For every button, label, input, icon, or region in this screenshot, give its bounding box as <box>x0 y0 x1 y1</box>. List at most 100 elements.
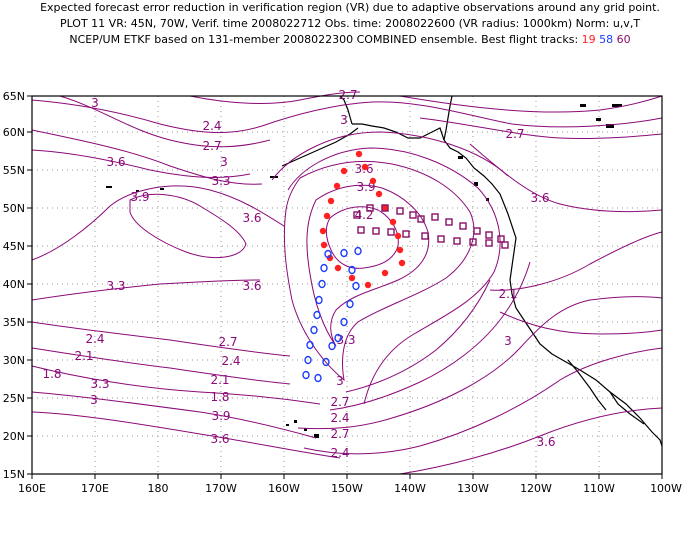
contour-label-group: 3 2.7 2.4 2.7 3.6 3 3.3 3.9 3.6 3.3 3.6 … <box>42 88 555 460</box>
contour-label: 3 <box>220 155 228 169</box>
contour-3.6-left <box>31 185 285 261</box>
header-line-3-text: NCEP/UM ETKF based on 131-member 2008022… <box>69 33 582 46</box>
contour-label: 3.6 <box>242 211 261 225</box>
contour-label: 2.4 <box>330 411 349 425</box>
x-tick-label: 170E <box>81 482 109 495</box>
x-axis-labels: 160E 170E 180 170W 160W 150W 140W 130W 1… <box>18 482 682 495</box>
x-tick-label: 160E <box>18 482 46 495</box>
contours <box>31 91 663 475</box>
contour-label: 3.6 <box>530 191 549 205</box>
contour-label: 3 <box>340 113 348 127</box>
canada-inner-coast <box>443 95 453 141</box>
x-tick-label: 150W <box>331 482 363 495</box>
x-tick-label: 180 <box>148 482 169 495</box>
contour-label: 3.9 <box>211 409 230 423</box>
contour-2.4-north <box>59 95 271 148</box>
contour-3.3-left <box>31 279 261 301</box>
contour-1.8-left <box>31 411 341 459</box>
contour-3.9-loop <box>129 193 247 258</box>
x-tick-label: 140W <box>394 482 426 495</box>
contour-3.6-center <box>283 160 475 382</box>
north-america-coast <box>352 123 663 447</box>
x-tick-label: 130W <box>457 482 489 495</box>
contour-2.7-south <box>297 296 663 430</box>
header-line-3: NCEP/UM ETKF based on 131-member 2008022… <box>0 32 700 48</box>
track-label-blue: 58 <box>599 33 614 46</box>
flight-track-red <box>319 150 406 289</box>
contour-label: 3.6 <box>210 432 229 446</box>
contour-label: 2.7 <box>330 427 349 441</box>
contour-label: 3.3 <box>106 279 125 293</box>
contour-2.7-east-mid <box>489 231 663 291</box>
y-tick-label: 25N <box>3 392 25 405</box>
y-tick-label: 40N <box>3 278 25 291</box>
mexico-coast <box>609 391 645 425</box>
contour-label: 2.1 <box>74 349 93 363</box>
contour-3.3-west <box>31 129 263 185</box>
contour-label: 3 <box>336 374 344 388</box>
contour-label: 3.6 <box>536 435 555 449</box>
contour-label: 2.4 <box>85 332 104 346</box>
contour-3-left <box>31 321 291 357</box>
contour-3.6-west <box>31 149 251 178</box>
y-tick-label: 55N <box>3 164 25 177</box>
contour-2.1-left <box>31 391 317 439</box>
contour-3.9-center <box>306 184 430 347</box>
contour-label: 3 <box>91 96 99 110</box>
x-tick-label: 170W <box>205 482 237 495</box>
contour-label: 4.2 <box>354 208 373 222</box>
y-tick-label: 45N <box>3 240 25 253</box>
contour-3-east <box>469 143 663 213</box>
contour-label: 3.3 <box>211 174 230 188</box>
contour-2.1-south <box>399 407 663 475</box>
contour-label: 2.4 <box>202 119 221 133</box>
contour-3-center <box>271 131 509 181</box>
contour-label: 3.6 <box>242 279 261 293</box>
contour-label: 3.3 <box>90 377 109 391</box>
contour-label: 3.9 <box>356 180 375 194</box>
y-axis-labels: 65N 60N 55N 50N 45N 40N 35N 30N 25N 20N … <box>3 90 25 481</box>
contour-label: 2.4 <box>330 446 349 460</box>
contour-2.7-east <box>419 117 663 140</box>
contour-3.3-center <box>287 147 501 405</box>
contour-label: 1.8 <box>210 390 229 404</box>
contour-label: 2.7 <box>218 335 237 349</box>
x-tick-label: 160W <box>268 482 300 495</box>
y-tick-label: 35N <box>3 316 25 329</box>
y-tick-label: 15N <box>3 468 25 481</box>
header-line-2: PLOT 11 VR: 45N, 70W, Verif. time 200802… <box>59 17 641 30</box>
flight-track-purple <box>353 204 509 249</box>
contour-3.3-south <box>345 279 491 393</box>
header-line-1: Expected forecast error reduction in ver… <box>40 1 660 14</box>
contour-label: 2.7 <box>338 88 357 102</box>
plot-header: Expected forecast error reduction in ver… <box>0 0 700 48</box>
y-tick-label: 20N <box>3 430 25 443</box>
contour-label: 2.7 <box>202 139 221 153</box>
contour-2.7-north <box>189 91 361 104</box>
contour-label: 3.6 <box>106 155 125 169</box>
grid-lines <box>32 96 662 474</box>
y-tick-label: 60N <box>3 126 25 139</box>
contour-label: 2.1 <box>498 287 517 301</box>
contour-3-south <box>329 261 531 411</box>
x-tick-label: 100W <box>650 482 682 495</box>
contour-label: 2.1 <box>210 373 229 387</box>
contour-label: 3.9 <box>130 190 149 204</box>
contour-label: 3 <box>90 393 98 407</box>
x-tick-label: 110W <box>583 482 615 495</box>
contour-label: 2.7 <box>505 127 524 141</box>
contour-4.2-center <box>325 206 399 269</box>
contour-2.7-left <box>31 347 291 385</box>
contour-2.4-east <box>399 95 663 113</box>
islands <box>106 104 622 438</box>
contour-label: 2.4 <box>221 354 240 368</box>
contour-2.4-left <box>31 365 321 405</box>
contour-3-north <box>31 99 663 134</box>
contour-label: 1.8 <box>42 367 61 381</box>
x-tick-label: 120W <box>520 482 552 495</box>
track-label-purple: 60 <box>616 33 631 46</box>
track-label-red: 19 <box>581 33 596 46</box>
contour-2.4-east-mid <box>499 311 663 335</box>
baja-coast <box>567 359 607 411</box>
y-tick-label: 50N <box>3 202 25 215</box>
